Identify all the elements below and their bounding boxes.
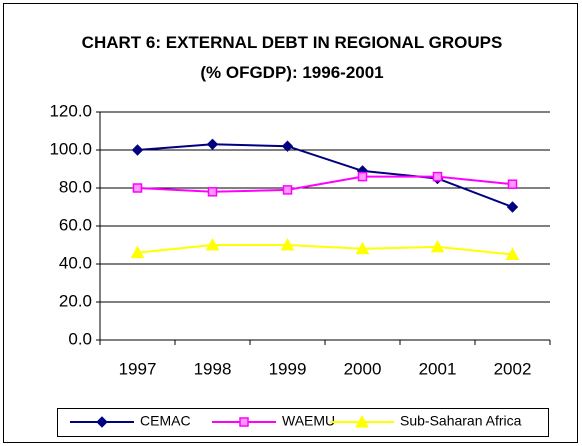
legend: CEMAC WAEMU Sub-Saharan Africa [70,413,522,429]
marker [207,187,218,197]
legend-label: CEMAC [140,413,191,429]
chart-title: CHART 6: EXTERNAL DEBT IN REGIONAL GROUP… [81,33,503,82]
marker [506,201,519,213]
marker [432,171,443,182]
x-tick-label: 1998 [194,359,232,378]
series-line [137,175,513,193]
y-tick-label: 40.0 [59,253,92,272]
x-tick-label: 2000 [344,359,382,378]
y-tick-label: 0.0 [68,329,92,348]
series-line [137,143,513,208]
marker [430,239,445,253]
x-tick-label: 1999 [269,359,307,378]
marker [239,417,249,427]
marker [205,237,220,251]
marker [206,138,219,151]
marker [96,416,108,428]
y-tick-label: 20.0 [59,291,92,310]
marker [355,414,369,428]
legend-box [57,408,549,437]
marker [280,237,295,251]
marker [507,179,518,189]
legend-label: Sub-Saharan Africa [400,413,522,429]
legend-label: WAEMU [282,413,335,429]
marker [281,140,294,152]
chart-border [3,3,578,443]
y-tick-label: 80.0 [59,177,92,196]
marker [130,245,145,259]
x-tick-label: 2001 [419,359,457,378]
series-line [137,244,513,256]
marker [357,171,368,182]
y-tick-label: 100.0 [49,139,92,158]
y-tick-label: 60.0 [59,215,92,234]
marker [355,241,370,255]
marker [131,144,144,156]
y-tick-label: 120.0 [49,101,92,120]
marker [505,247,520,260]
marker [282,185,293,195]
marker [132,183,143,193]
x-tick-label: 2002 [494,359,532,378]
x-tick-label: 1997 [119,359,157,378]
